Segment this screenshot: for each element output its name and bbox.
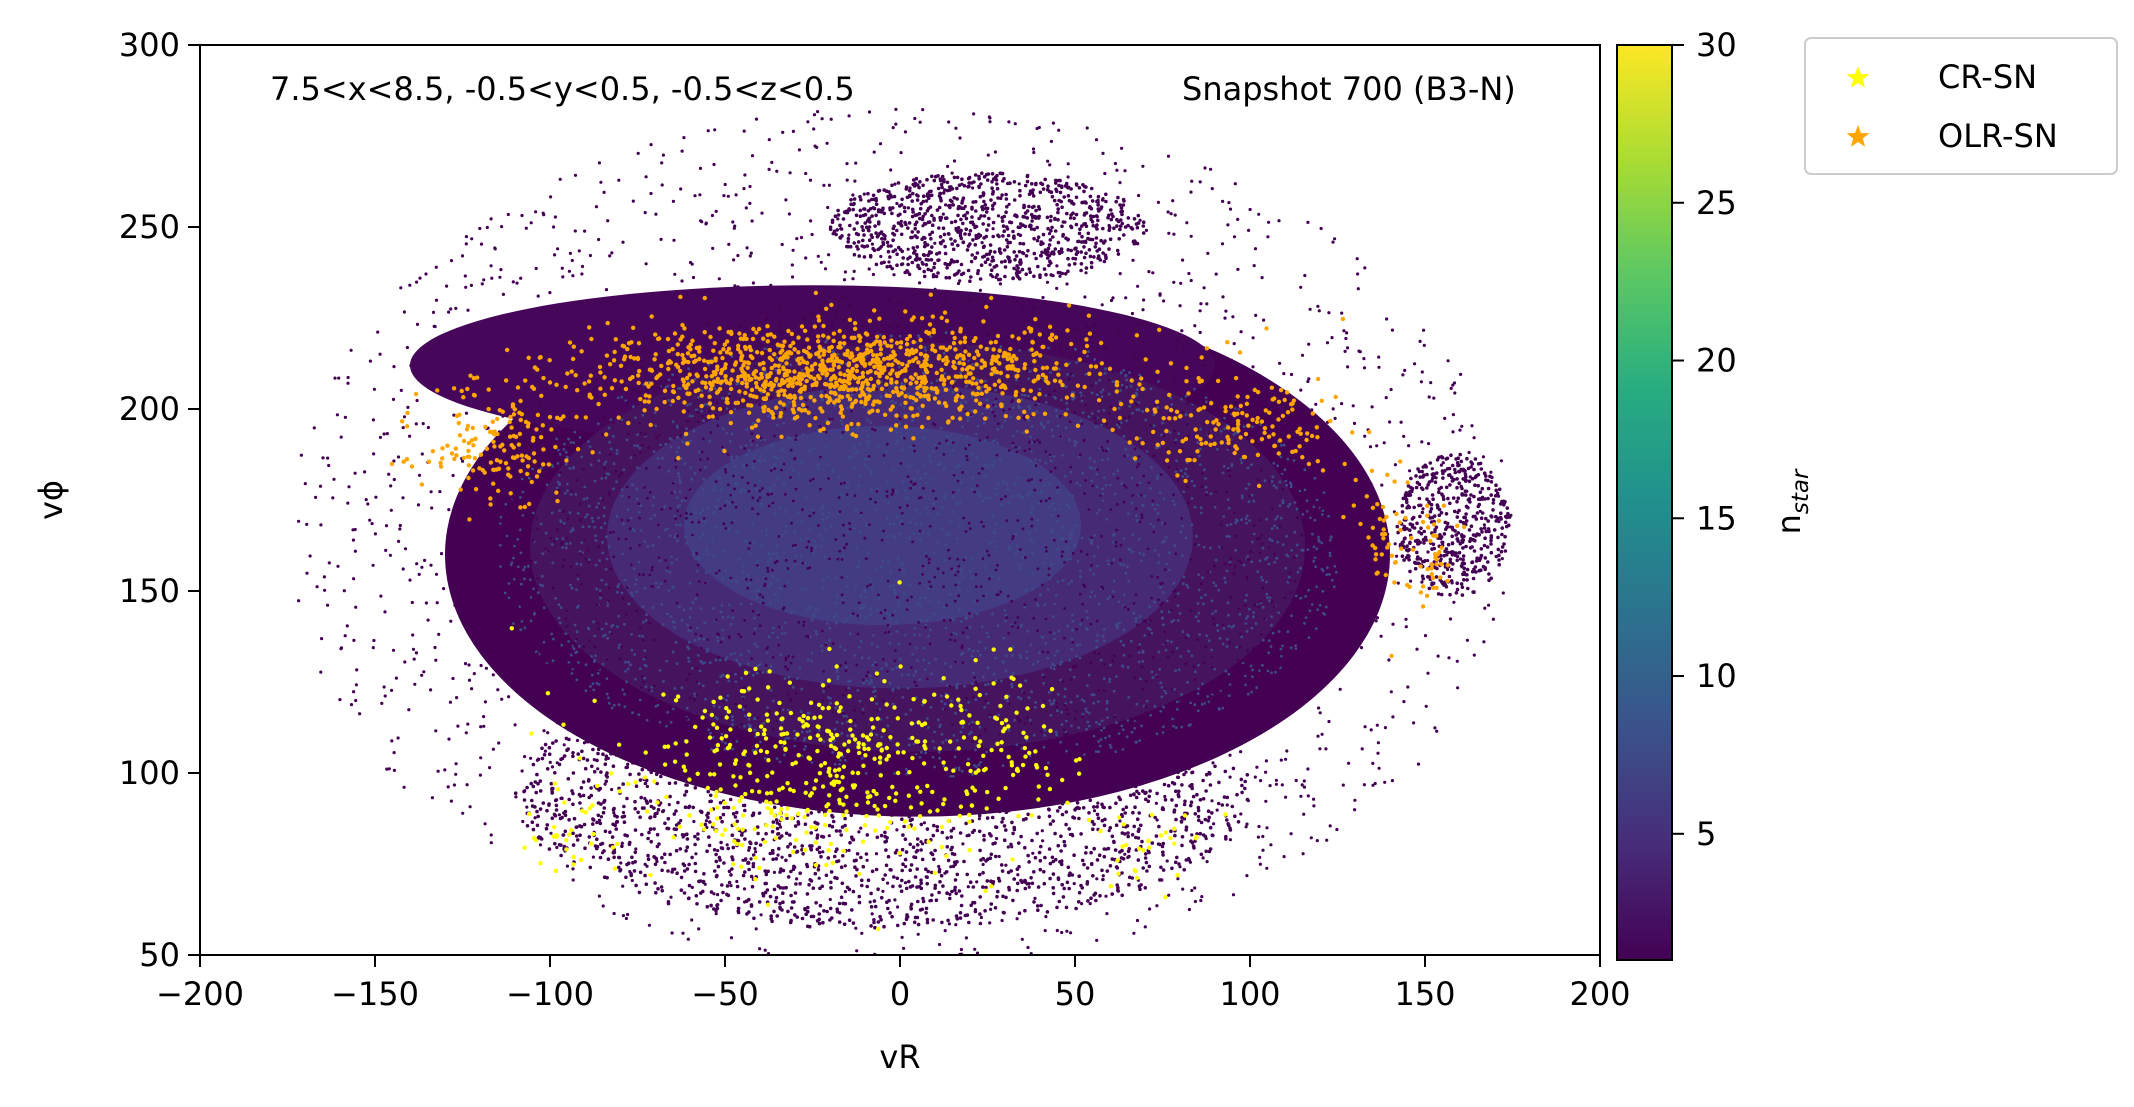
series-cr-sn-cluster-1 bbox=[877, 647, 1082, 824]
colorbar-ticks: 5 10 15 20 25 30 bbox=[1672, 26, 1737, 853]
x-tick-label: 150 bbox=[1394, 975, 1455, 1013]
series-olr-sn-cluster-1 bbox=[389, 375, 609, 522]
x-tick-label: 100 bbox=[1219, 975, 1280, 1013]
colorbar-gradient bbox=[1616, 44, 1673, 961]
colorbar: 5 10 15 20 25 30 nstar bbox=[1616, 26, 1814, 961]
legend-label-olr-sn: OLR-SN bbox=[1938, 117, 2058, 155]
legend-box bbox=[1804, 37, 2118, 175]
y-tick-label: 300 bbox=[119, 26, 180, 64]
x-tick-label: −50 bbox=[691, 975, 759, 1013]
colorbar-tick-label: 5 bbox=[1696, 815, 1716, 853]
y-tick-label: 100 bbox=[119, 754, 180, 792]
y-tick-label: 250 bbox=[119, 208, 180, 246]
colorbar-tick-label: 10 bbox=[1696, 657, 1737, 695]
y-tick-label: 150 bbox=[119, 572, 180, 610]
x-tick-label: 200 bbox=[1569, 975, 1630, 1013]
series-olr-sn-cluster-2 bbox=[1117, 346, 1372, 489]
density-speckle-dark bbox=[445, 295, 1390, 815]
series-cr-sn-cluster-2 bbox=[522, 787, 620, 873]
density-main-core bbox=[684, 425, 1081, 626]
x-axis-ticks: −200 −150 −100 −50 0 50 100 150 200 bbox=[156, 955, 1631, 1013]
colorbar-tick-label: 15 bbox=[1696, 499, 1737, 537]
series-olr-sn-cluster-3 bbox=[1341, 459, 1414, 659]
legend-marker-olr-sn bbox=[1846, 125, 1870, 147]
series-cr-sn bbox=[509, 580, 1228, 932]
density-points bbox=[297, 107, 1513, 955]
legend-label-cr-sn: CR-SN bbox=[1938, 58, 2037, 96]
series-points bbox=[389, 290, 1467, 932]
x-tick-label: 50 bbox=[1055, 975, 1096, 1013]
series-olr-sn bbox=[389, 290, 1467, 659]
density-right-lobe bbox=[1395, 452, 1511, 597]
colorbar-label-sub: star bbox=[1788, 468, 1814, 514]
snapshot-annotation: Snapshot 700 (B3-N) bbox=[1182, 70, 1516, 108]
y-tick-label: 200 bbox=[119, 390, 180, 428]
legend-marker-cr-sn bbox=[1846, 66, 1870, 88]
density-top-cap bbox=[828, 171, 1146, 283]
x-tick-label: −200 bbox=[156, 975, 244, 1013]
colorbar-tick-label: 20 bbox=[1696, 342, 1737, 380]
x-tick-label: −150 bbox=[331, 975, 419, 1013]
colorbar-tick-label: 30 bbox=[1696, 26, 1737, 64]
colorbar-tick-label: 25 bbox=[1696, 184, 1737, 222]
y-axis-label: vϕ bbox=[32, 480, 70, 520]
y-tick-label: 50 bbox=[139, 936, 180, 974]
series-cr-sn-cluster-3 bbox=[1010, 800, 1228, 900]
series-cr-sn-cluster-0 bbox=[509, 580, 1082, 932]
colorbar-label-main: n bbox=[1770, 514, 1808, 534]
region-annotation: 7.5<x<8.5, -0.5<y<0.5, -0.5<z<0.5 bbox=[270, 70, 855, 108]
x-tick-label: 0 bbox=[890, 975, 910, 1013]
x-tick-label: −100 bbox=[506, 975, 594, 1013]
y-axis-ticks: 50 100 150 200 250 300 bbox=[119, 26, 200, 974]
series-olr-sn-cluster-4 bbox=[1392, 503, 1467, 609]
legend: CR-SN OLR-SN bbox=[1804, 37, 2118, 175]
x-axis-label: vR bbox=[879, 1038, 920, 1076]
colorbar-label: nstar bbox=[1770, 468, 1814, 534]
series-olr-sn-cluster-0 bbox=[435, 290, 1346, 461]
